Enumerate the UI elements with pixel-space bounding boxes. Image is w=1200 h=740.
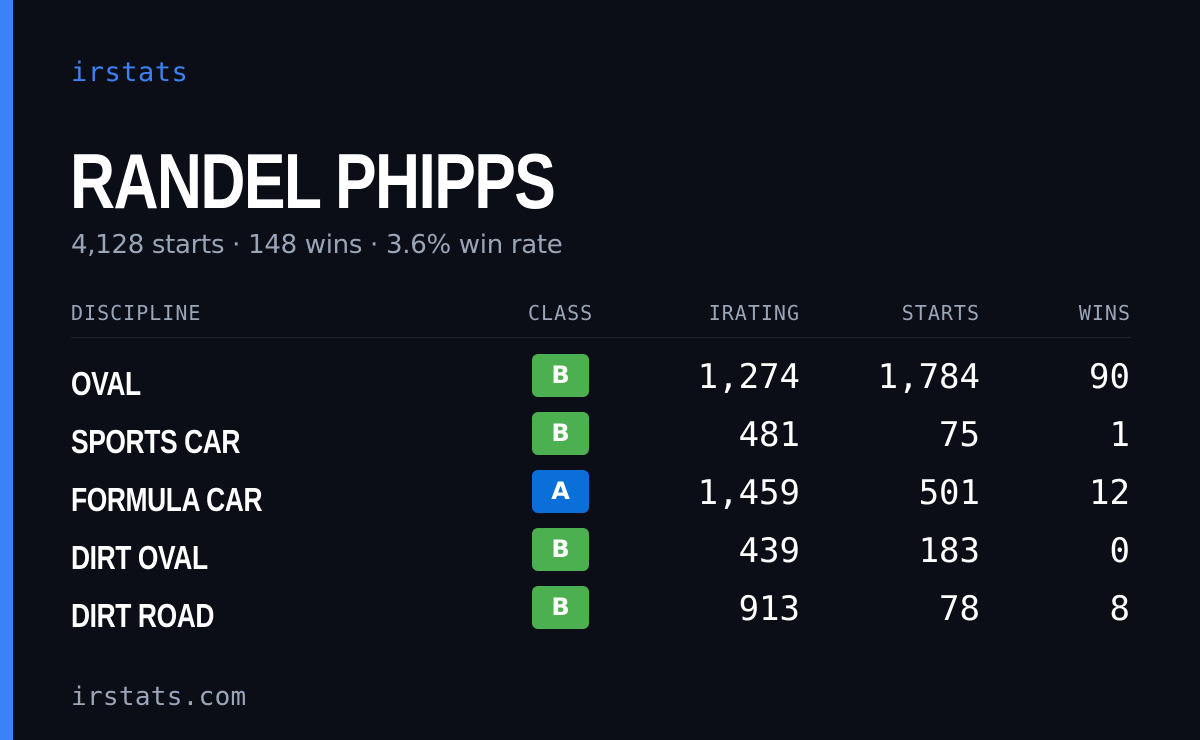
class-badge: A [532, 470, 589, 513]
table-row: OVAL B 1,274 1,784 90 [71, 350, 1131, 408]
irating-value: 439 [738, 531, 800, 571]
header-wins: WINS [1078, 301, 1131, 325]
wins-value: 0 [1109, 531, 1130, 571]
table-row: SPORTS CAR B 481 75 1 [71, 408, 1131, 466]
discipline-name: DIRT OVAL [71, 539, 208, 576]
table-header: DISCIPLINE CLASS IRATING STARTS WINS [71, 300, 1131, 326]
discipline-name: SPORTS CAR [71, 423, 241, 460]
discipline-name: OVAL [71, 365, 141, 402]
starts-value: 1,784 [877, 357, 980, 397]
table-row: FORMULA CAR A 1,459 501 12 [71, 466, 1131, 524]
irating-value: 913 [738, 589, 800, 629]
wins-value: 1 [1109, 415, 1130, 455]
table-row: DIRT ROAD B 913 78 8 [71, 582, 1131, 640]
wins-value: 12 [1089, 473, 1130, 513]
starts-value: 183 [918, 531, 980, 571]
irating-value: 1,274 [697, 357, 800, 397]
starts-value: 75 [939, 415, 980, 455]
discipline-name: FORMULA CAR [71, 481, 263, 518]
irating-value: 1,459 [697, 473, 800, 513]
wins-value: 8 [1109, 589, 1130, 629]
starts-value: 78 [939, 589, 980, 629]
header-discipline: DISCIPLINE [71, 301, 202, 325]
class-badge: B [532, 412, 589, 455]
accent-bar [0, 0, 13, 740]
wins-value: 90 [1089, 357, 1130, 397]
driver-name: RANDEL PHIPPS [70, 137, 556, 225]
brand-logo: irstats [71, 57, 189, 88]
footer-url: irstats.com [71, 682, 247, 712]
irating-value: 481 [738, 415, 800, 455]
discipline-name: DIRT ROAD [71, 597, 215, 634]
starts-value: 501 [918, 473, 980, 513]
header-starts: STARTS [901, 301, 980, 325]
driver-summary: 4,128 starts · 148 wins · 3.6% win rate [71, 230, 563, 260]
class-badge: B [532, 354, 589, 397]
header-class: CLASS [528, 301, 594, 325]
class-badge: B [532, 586, 589, 629]
header-divider [71, 337, 1131, 338]
table-row: DIRT OVAL B 439 183 0 [71, 524, 1131, 582]
class-badge: B [532, 528, 589, 571]
header-irating: IRATING [708, 301, 800, 325]
discipline-table: OVAL B 1,274 1,784 90 SPORTS CAR B 481 7… [71, 350, 1131, 640]
